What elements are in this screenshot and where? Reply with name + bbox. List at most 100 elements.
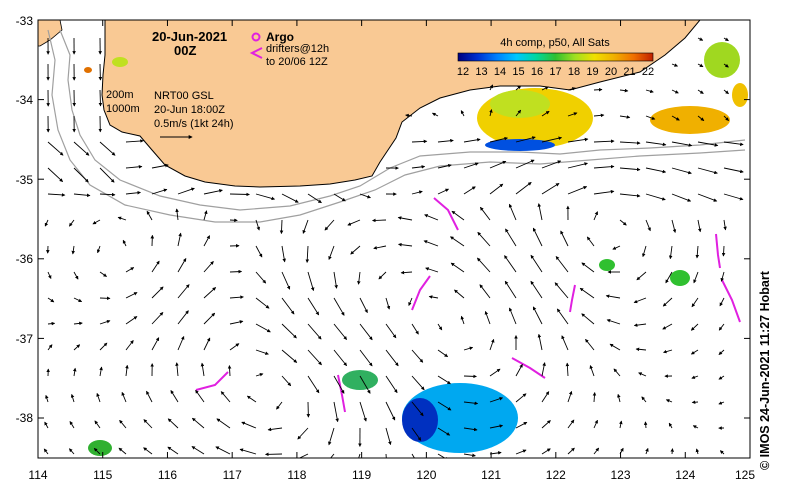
current-arrow (515, 159, 535, 169)
current-arrow (671, 141, 693, 147)
contour-200m (59, 29, 746, 211)
current-arrow (125, 139, 144, 143)
current-arrow (255, 219, 261, 231)
current-arrow (255, 193, 276, 201)
current-arrow (47, 344, 53, 351)
current-arrow (330, 453, 335, 458)
current-arrow (451, 210, 465, 221)
current-arrow (146, 390, 153, 403)
current-arrow (424, 214, 439, 221)
current-arrow (690, 349, 699, 355)
axis-ticks (37, 19, 751, 458)
current-arrow (143, 419, 153, 429)
lon-tick-label: 120 (416, 468, 436, 482)
current-arrow (411, 427, 422, 441)
current-arrow (489, 397, 504, 403)
current-arrow (350, 245, 361, 255)
current-arrow (229, 320, 244, 325)
sst-patch-green-east (670, 270, 690, 286)
current-arrow (695, 448, 700, 455)
current-arrow (125, 164, 143, 169)
sst-patch-blue-coast (485, 139, 555, 151)
current-arrow (697, 141, 719, 147)
current-arrow (633, 297, 647, 304)
sst-tick-label: 20 (605, 66, 617, 78)
current-arrow (720, 271, 725, 282)
current-arrow (641, 396, 647, 403)
current-arrow (585, 338, 595, 351)
current-arrow (515, 136, 536, 143)
lat-tick-label: -33 (16, 14, 34, 28)
current-arrow (480, 206, 491, 221)
current-arrow (195, 389, 205, 403)
current-arrow (589, 365, 595, 377)
current-arrow (530, 280, 543, 299)
current-arrow (122, 239, 127, 247)
current-arrow (47, 167, 64, 183)
current-arrow (170, 389, 179, 403)
lon-tick-label: 116 (158, 468, 177, 482)
sst-tick-label: 13 (475, 66, 487, 78)
current-arrow (324, 219, 335, 231)
current-arrow (450, 236, 465, 247)
current-arrow (177, 335, 185, 351)
current-arrow (593, 211, 598, 221)
current-arrow (463, 374, 477, 379)
current-arrow (437, 188, 450, 195)
lon-axis: 114 115 116 117 118 119 120 121 122 123 … (28, 468, 755, 482)
current-arrow (593, 164, 615, 169)
lon-tick-label: 122 (546, 468, 566, 482)
current-arrow (333, 297, 345, 316)
current-arrow (99, 366, 103, 377)
plot-frame (37, 19, 751, 459)
current-arrow (378, 271, 387, 280)
current-arrow (216, 418, 231, 429)
current-arrow (579, 287, 595, 299)
drifter-track (569, 284, 576, 313)
drifters-legend-label: drifters@12h (266, 43, 329, 55)
sst-ticks: 12 13 14 15 16 17 18 19 20 21 22 (457, 66, 654, 78)
current-arrow (515, 393, 527, 403)
current-arrow (47, 141, 64, 156)
current-arrow (489, 183, 504, 195)
island-left (38, 20, 63, 47)
current-arrow (125, 364, 129, 377)
drifter-track (721, 279, 741, 323)
drifter-track (195, 371, 229, 391)
sst-tick-label: 14 (494, 66, 506, 78)
drifter-tracks (195, 197, 741, 413)
current-arrow (255, 297, 270, 309)
current-arrow (565, 362, 570, 377)
current-arrow (125, 340, 134, 351)
map-date: 20-Jun-2021 (152, 29, 227, 44)
current-arrow (645, 447, 649, 455)
current-arrow (398, 242, 413, 247)
current-arrow (437, 163, 452, 169)
sst-patch-east-yellow (732, 83, 748, 107)
current-arrow (69, 219, 75, 227)
current-arrow (645, 141, 667, 147)
current-arrow (177, 284, 190, 299)
current-arrow (44, 421, 49, 429)
current-arrow (45, 394, 49, 403)
current-arrow (556, 308, 569, 325)
current-arrow (220, 391, 231, 403)
current-arrow (586, 236, 595, 247)
arrow-scale-label: 0.5m/s (1kt 24h) (154, 118, 233, 130)
current-arrow (593, 447, 600, 455)
current-arrow (151, 188, 168, 195)
current-arrow (125, 190, 141, 195)
current-arrow (697, 219, 702, 233)
current-arrow (463, 162, 479, 169)
lon-tick-label: 121 (481, 468, 501, 482)
current-arrow (359, 349, 373, 367)
current-arrow (541, 391, 550, 403)
current-arrow (118, 447, 127, 455)
current-arrow (99, 271, 107, 277)
current-arrow (372, 218, 387, 223)
lon-tick-label: 115 (93, 468, 112, 482)
current-arrow (638, 372, 647, 377)
current-arrow (489, 160, 507, 169)
current-arrow (719, 450, 725, 455)
current-arrow (333, 375, 345, 394)
